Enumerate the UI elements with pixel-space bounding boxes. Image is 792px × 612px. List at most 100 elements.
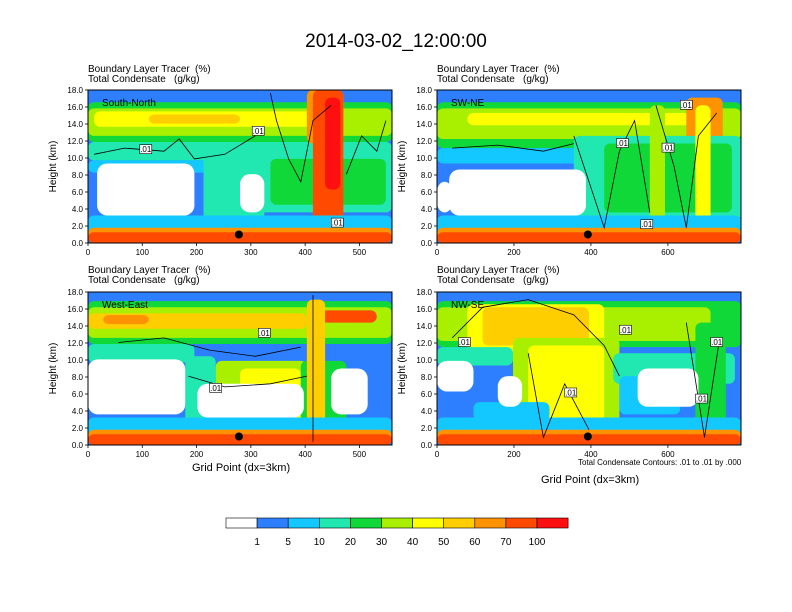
y-tick-label: 10.0	[67, 356, 83, 365]
contour-tag: .01	[641, 220, 653, 229]
x-tick-label: 100	[136, 248, 150, 257]
contour-tag-box	[258, 328, 271, 338]
contour-tag-box	[564, 387, 578, 398]
contour-tag: .01	[332, 219, 344, 228]
y-tick-label: 12.0	[416, 339, 432, 348]
y-tick-label: 10.0	[416, 356, 432, 365]
x-tick-label: 200	[507, 248, 521, 257]
y-tick-label: 18.0	[416, 288, 432, 297]
y-tick-label: 10.0	[67, 154, 83, 163]
field-clear-region	[331, 368, 368, 415]
field-band	[467, 112, 711, 126]
y-tick-label: 4.0	[421, 205, 433, 214]
contour-tag-box	[209, 383, 222, 393]
y-tick-label: 16.0	[67, 305, 83, 314]
field-clear-region	[97, 163, 195, 216]
y-axis-label: Height (km)	[397, 141, 408, 193]
x-tick-label: 0	[435, 450, 440, 459]
y-tick-label: 0.0	[72, 239, 84, 248]
condensate-contour	[270, 93, 332, 183]
x-tick-label: 300	[244, 450, 258, 459]
contour-tag-box	[616, 138, 629, 148]
location-marker	[234, 432, 243, 441]
header-line1-label: Boundary Layer Tracer	[437, 265, 539, 276]
plot-frame	[436, 89, 742, 244]
y-tick-label: 2.0	[72, 424, 84, 433]
colorbar-label: 70	[500, 537, 512, 548]
header-line1-unit: (%)	[195, 64, 211, 75]
y-tick-label: 14.0	[416, 322, 432, 331]
panel-label: NW-SE	[451, 300, 484, 311]
contour-tag-box	[695, 393, 708, 404]
contour-tag: .01	[565, 388, 577, 397]
field-band	[695, 105, 711, 221]
contour-tag: .01	[253, 127, 265, 136]
header-line2-unit: (g/kg)	[174, 275, 200, 286]
header-line1-label: Boundary Layer Tracer	[88, 265, 190, 276]
colorbar-label: 30	[375, 537, 388, 548]
condensate-contour	[452, 143, 574, 152]
y-tick-label: 10.0	[416, 154, 432, 163]
field-band	[649, 105, 665, 228]
colorbar-label: 60	[469, 537, 481, 548]
x-axis-label-right: Grid Point (dx=3km)	[541, 474, 640, 486]
x-tick-label: 0	[435, 248, 440, 257]
x-tick-label: 600	[661, 248, 675, 257]
condensate-contour	[527, 353, 590, 439]
colorbar-label: 10	[313, 537, 325, 548]
panel-west-east: .01 .01 West-East 0.0 2.0 4.0 6.0 8.0 10.0 12.0 14…	[48, 288, 393, 459]
condensate-contour	[118, 337, 301, 357]
header-line1-unit: (%)	[544, 265, 560, 276]
condensate-contour	[685, 322, 721, 438]
header-line2-label: Total Condensate	[88, 275, 166, 286]
y-tick-label: 16.0	[67, 103, 83, 112]
y-tick-label: 18.0	[416, 86, 432, 95]
y-tick-label: 4.0	[72, 407, 84, 416]
contour-note: Total Condensate Contours: .01 to .01 by…	[578, 458, 742, 467]
colorbar-swatch	[287, 517, 320, 529]
field-band	[604, 143, 732, 213]
colorbar-swatch	[318, 517, 351, 529]
contour-tag-box	[661, 142, 675, 153]
figure-title: 2014-03-02_12:00:00	[305, 31, 487, 52]
colorbar-label: 100	[528, 537, 546, 548]
condensate-contour	[451, 299, 620, 377]
header-line2-label: Total Condensate	[437, 74, 515, 85]
y-tick-label: 4.0	[421, 407, 433, 416]
y-tick-label: 8.0	[72, 171, 84, 180]
header-line2-unit: (g/kg)	[523, 275, 549, 286]
x-tick-label: 600	[661, 450, 675, 459]
x-tick-label: 400	[298, 248, 312, 257]
contour-tag: .01	[140, 145, 152, 154]
x-tick-label: 400	[298, 450, 312, 459]
contour-tag-box	[139, 144, 153, 154]
header-line1-label: Boundary Layer Tracer	[437, 64, 539, 75]
shaded-field: .01 .01	[88, 292, 392, 445]
y-tick-label: 2.0	[421, 424, 433, 433]
contour-tag-box	[640, 219, 654, 229]
y-axis-label: Height (km)	[48, 343, 59, 395]
colorbar-swatch	[225, 517, 258, 529]
contour-tag: .01	[620, 326, 632, 335]
y-tick-label: 14.0	[416, 120, 432, 129]
contour-tag: .01	[459, 338, 471, 347]
panel-sw-ne: .01 .01 .01 .01 SW-NE 0.0 2.0 4.0 6.0 8.0 10.0 12.0…	[397, 86, 742, 257]
condensate-contour	[346, 120, 387, 175]
shaded-field: .01 .01 .01 .01 .01	[437, 292, 741, 445]
x-tick-label: 200	[190, 248, 204, 257]
y-tick-label: 12.0	[67, 137, 83, 146]
y-tick-label: 8.0	[421, 171, 433, 180]
y-tick-label: 0.0	[72, 441, 84, 450]
field-band	[325, 97, 341, 190]
panel-label: South-North	[102, 98, 156, 109]
x-tick-label: 0	[86, 248, 91, 257]
colorbar	[225, 517, 569, 529]
x-axis-label-left: Grid Point (dx=3km)	[192, 462, 291, 474]
field-band	[148, 114, 240, 124]
panel-label: SW-NE	[451, 98, 484, 109]
colorbar-swatch	[350, 517, 382, 529]
header-line1-unit: (%)	[195, 265, 211, 276]
x-tick-label: 200	[190, 450, 204, 459]
condensate-contour	[94, 135, 256, 160]
location-marker	[234, 230, 243, 239]
